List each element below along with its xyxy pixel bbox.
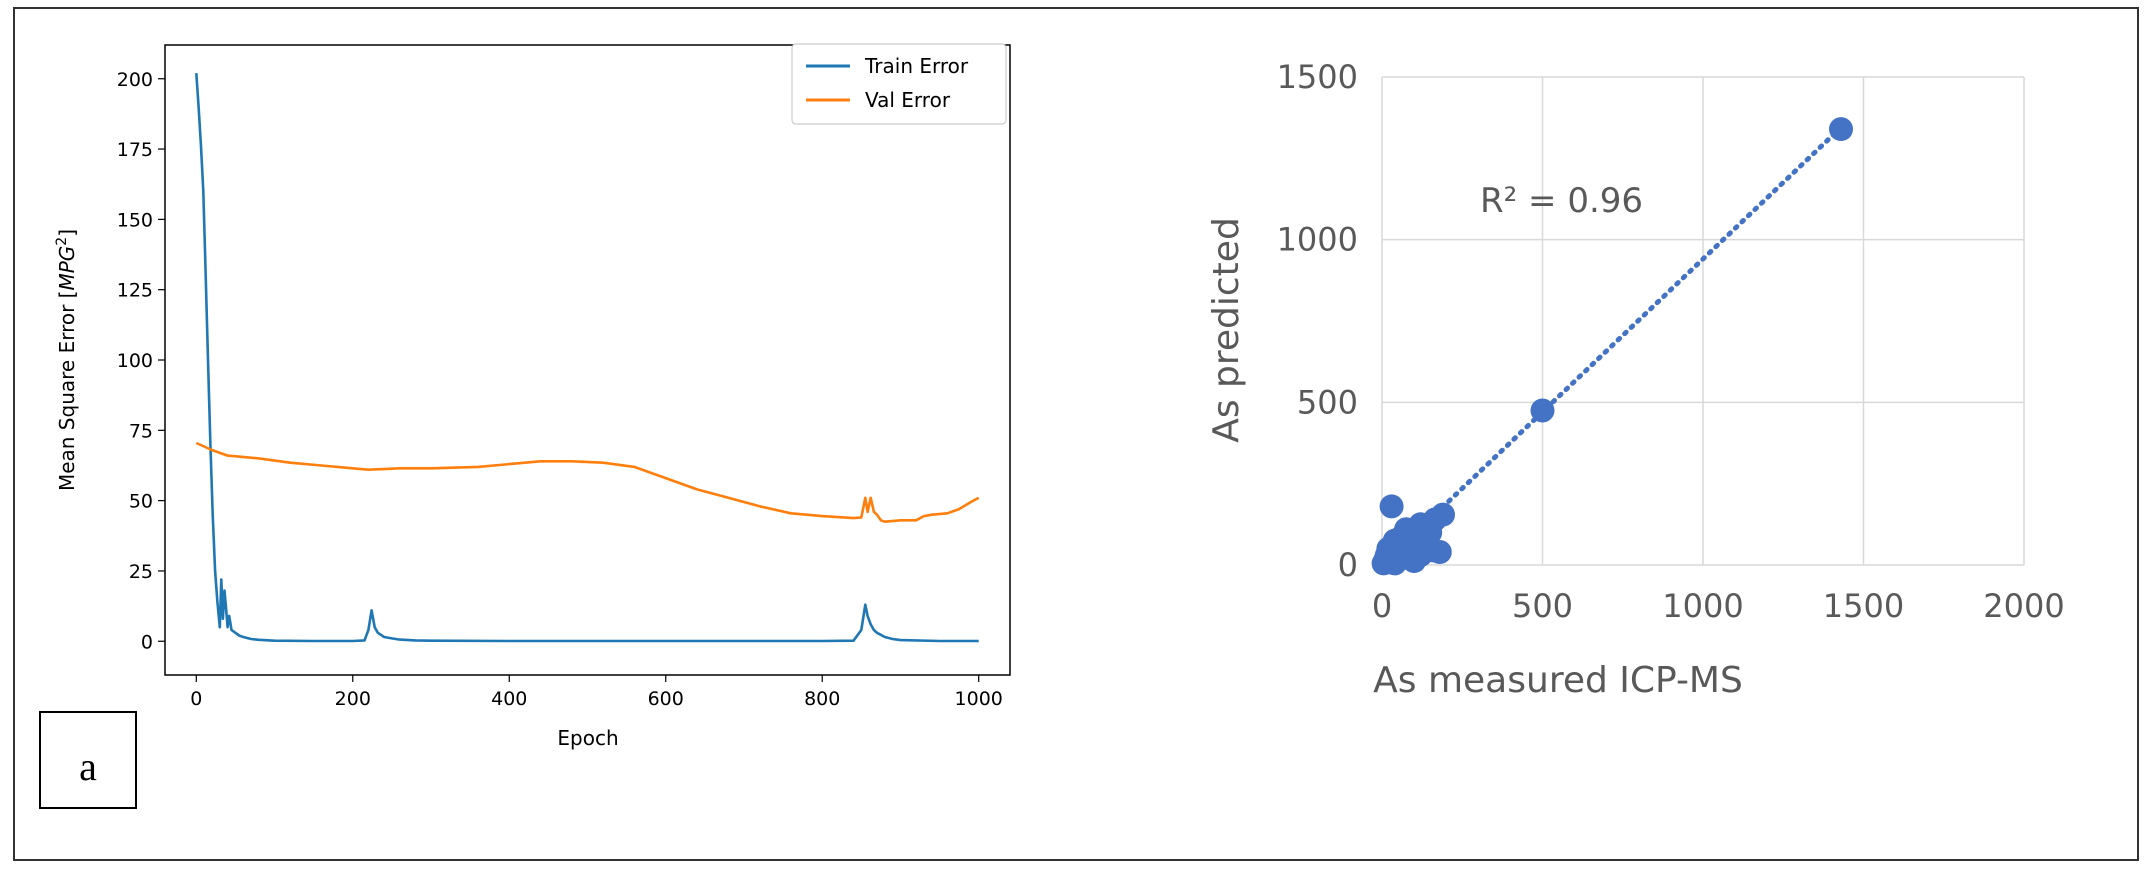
y-tick-label: 1500 [1277, 58, 1358, 96]
y-tick-label: 25 [129, 561, 153, 583]
data-point [1394, 517, 1419, 542]
right-y-axis-label: As predicted [1206, 217, 1247, 443]
series-line-val-error [195, 441, 980, 524]
r-squared-annotation: R² = 0.96 [1480, 181, 1643, 221]
right-x-axis-label: As measured ICP-MS [1373, 660, 1743, 701]
y-tick-label: 125 [117, 280, 153, 302]
x-tick-label: 500 [1512, 587, 1573, 625]
left-series-lines [195, 73, 980, 643]
left-axis-ticks: 0 200 400 600 800 1000 0 25 50 75 100 125 150 175 200 [117, 69, 1003, 710]
training-error-chart: 0 200 400 600 800 10000255075100125150175200 … [39, 43, 1011, 809]
data-point [1829, 117, 1853, 142]
x-tick-label: 0 [1372, 587, 1392, 625]
y-tick-label: 100 [117, 350, 153, 372]
y-tick-label: 75 [129, 420, 153, 442]
right-points [1371, 117, 1853, 576]
x-tick-label: 1000 [955, 688, 1003, 710]
y-tick-label: 175 [117, 139, 153, 161]
y-tick-label: 150 [117, 209, 153, 231]
right-grid [1381, 76, 2025, 566]
panel-label-box [39, 711, 137, 809]
right-trendline [1381, 124, 1844, 566]
prediction-scatter-chart: 0 500 1000 1500 2000 0 500 1000 1500 R² = 0.96 A… [1206, 58, 2065, 701]
trendline [1381, 124, 1844, 566]
x-tick-label: 400 [491, 688, 527, 710]
legend-box [791, 43, 1007, 125]
y-tick-label: 500 [1297, 383, 1358, 421]
left-x-axis-label: Epoch [557, 726, 618, 750]
data-point [1402, 549, 1427, 574]
left-y-axis-label: Mean Square Error [MPG2] [54, 229, 79, 491]
x-tick-label: 2000 [1983, 587, 2064, 625]
x-tick-label: 200 [335, 688, 371, 710]
figure-frame [13, 7, 2139, 861]
x-tick-label: 0 [190, 688, 202, 710]
y-tick-label: 0 [141, 631, 153, 653]
legend-label-train-error: Train Error [864, 54, 969, 78]
y-tick-label: 50 [129, 491, 153, 513]
legend: Train Error Val Error [791, 43, 1007, 125]
x-tick-label: 600 [648, 688, 684, 710]
legend-label-val-error: Val Error [865, 88, 951, 112]
data-point [1530, 398, 1555, 423]
data-point [1414, 530, 1439, 555]
y-tick-label: 1000 [1277, 221, 1358, 259]
x-tick-label: 1000 [1662, 587, 1743, 625]
y-tick-label: 200 [117, 69, 153, 91]
data-point [1379, 494, 1404, 519]
panel-label: a [79, 744, 97, 789]
right-axis-ticks: 0 500 1000 1500 2000 0 500 1000 1500 [1277, 58, 2065, 625]
data-point [1374, 543, 1399, 568]
series-line-train-error [195, 73, 979, 643]
y-tick-label: 0 [1338, 546, 1358, 584]
x-tick-label: 800 [804, 688, 840, 710]
x-tick-label: 1500 [1823, 587, 1904, 625]
